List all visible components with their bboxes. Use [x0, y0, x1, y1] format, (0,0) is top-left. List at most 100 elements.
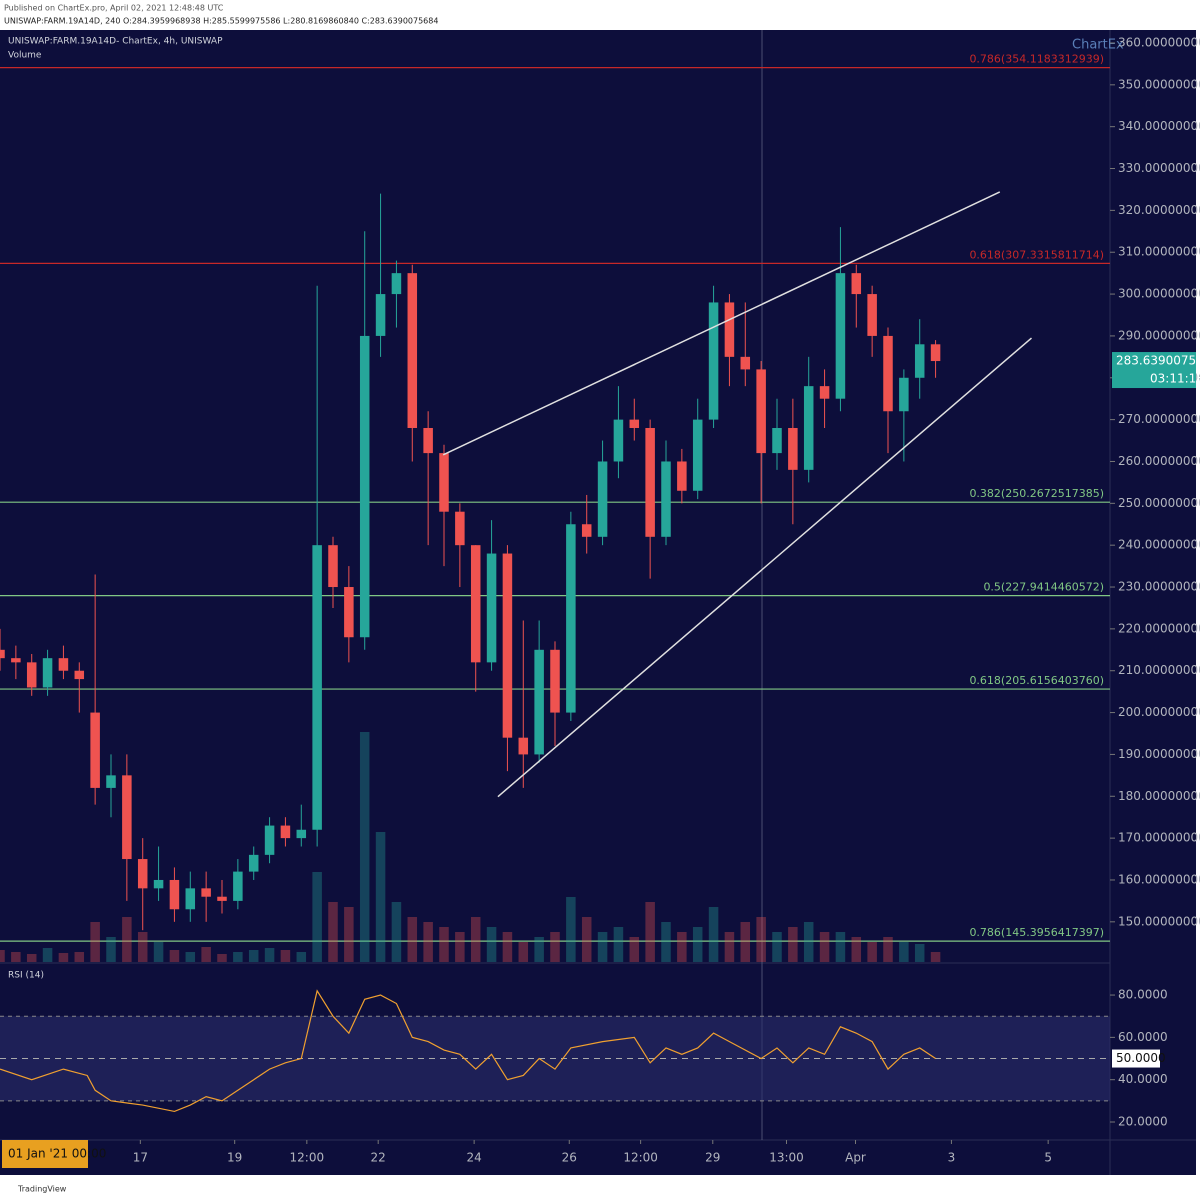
rsi-last-label: 50.0000 — [1116, 1051, 1166, 1065]
rsi-label: RSI (14) — [8, 971, 44, 981]
x-tick-label: 5 — [1044, 1151, 1052, 1165]
volume-bar — [645, 902, 655, 962]
logo: ChartEx — [1072, 38, 1124, 53]
candle-body — [0, 649, 5, 659]
volume-bar — [597, 932, 608, 962]
last-price-bg — [1112, 352, 1196, 389]
volume-bar — [803, 922, 814, 962]
candle-body — [692, 419, 703, 491]
candle-body — [867, 294, 877, 336]
candle-body — [677, 461, 687, 491]
chart-background — [0, 30, 1196, 1175]
x-tick-label: 19 — [227, 1151, 242, 1165]
candle-body — [455, 511, 465, 546]
x-tick-label: 22 — [371, 1151, 386, 1165]
x-tick-label: 12:00 — [623, 1151, 658, 1165]
volume-bar — [629, 937, 640, 962]
countdown: 03:11:13 — [1150, 372, 1200, 386]
volume-bar — [914, 944, 925, 962]
candle-body — [58, 658, 69, 671]
x-tick-label: 17 — [133, 1151, 148, 1165]
volume-bar — [867, 942, 877, 962]
volume-bar — [122, 917, 132, 962]
volume-bar — [58, 953, 69, 962]
candle-body — [280, 825, 291, 839]
volume-bar — [692, 927, 703, 962]
candle-body — [756, 369, 766, 454]
candle-body — [359, 335, 370, 638]
y-tick-label: 330.0000000000 — [1118, 161, 1200, 175]
candle-body — [803, 386, 814, 470]
rsi-tick-label: 40.0000 — [1118, 1072, 1168, 1086]
volume-bar — [581, 917, 592, 962]
volume-bar — [819, 932, 830, 962]
x-tick-label: 26 — [562, 1151, 577, 1165]
y-tick-label: 230.0000000000 — [1118, 580, 1200, 594]
candle-body — [597, 461, 608, 537]
volume-bar — [740, 922, 751, 962]
y-tick-label: 350.0000000000 — [1118, 77, 1200, 91]
cursor-label: 01 Jan '21 00:00 — [8, 1147, 106, 1161]
fib-label: 0.618(307.3315811714) — [969, 248, 1104, 261]
candle-body — [788, 427, 798, 470]
y-tick-label: 250.0000000000 — [1118, 496, 1200, 510]
volume-bar — [312, 872, 322, 962]
trendline — [497, 337, 1032, 798]
volume-label: Volume — [8, 51, 42, 61]
y-tick-label: 300.0000000000 — [1118, 287, 1200, 301]
volume-bar — [296, 952, 307, 962]
candle-body — [534, 649, 544, 755]
volume-bar — [899, 942, 909, 962]
volume-bar — [756, 917, 766, 962]
y-tick-label: 170.0000000000 — [1118, 831, 1200, 845]
y-tick-label: 200.0000000000 — [1118, 705, 1200, 719]
volume-bar — [455, 932, 465, 962]
y-tick-label: 260.0000000000 — [1118, 454, 1200, 468]
candle-body — [581, 524, 592, 537]
volume-bar — [502, 932, 513, 962]
candle-body — [486, 553, 497, 663]
last-price-label: 283.6390075684 — [1116, 354, 1200, 368]
candle-body — [312, 545, 322, 830]
candle-body — [613, 419, 624, 462]
volume-bar — [613, 927, 624, 962]
candle-body — [502, 553, 513, 738]
volume-bar — [661, 922, 671, 962]
y-tick-label: 150.0000000000 — [1118, 914, 1200, 928]
x-tick-label: 12:00 — [290, 1151, 325, 1165]
x-tick-label: 24 — [466, 1151, 481, 1165]
chart-title: UNISWAP:FARM.19A14D- ChartEx, 4h, UNISWA… — [8, 37, 223, 47]
volume-bar — [106, 937, 116, 962]
volume-bar — [566, 897, 576, 962]
cursor-label-bg — [2, 1140, 88, 1168]
volume-bar — [359, 732, 370, 962]
candle-body — [201, 888, 211, 897]
candle-body — [328, 545, 338, 588]
fib-label: 0.382(250.2672517385) — [969, 487, 1104, 500]
x-tick-label: Apr — [845, 1151, 866, 1165]
volume-bar — [328, 902, 338, 962]
volume-bar — [772, 932, 782, 962]
rsi-tick-label: 60.0000 — [1118, 1030, 1168, 1044]
candle-body — [740, 356, 751, 370]
rsi-last-bg — [1112, 1049, 1160, 1068]
candle-body — [518, 737, 529, 755]
volume-bar — [708, 907, 719, 962]
volume-bar — [677, 932, 687, 962]
candle-body — [42, 658, 53, 688]
candle-body — [233, 871, 243, 901]
published: Published on ChartEx.pro, April 02, 2021… — [4, 4, 224, 13]
candle-body — [851, 273, 862, 295]
fib-label: 0.786(145.3956417397) — [969, 926, 1104, 939]
volume-bar — [233, 952, 243, 962]
volume-bar — [423, 922, 433, 962]
y-tick-label: 180.0000000000 — [1118, 789, 1200, 803]
candle-body — [883, 335, 893, 412]
footer: TradingView — [17, 1185, 67, 1194]
candle-body — [407, 273, 418, 428]
volume-bar — [391, 902, 402, 962]
candle-body — [439, 453, 449, 512]
candle-body — [106, 775, 116, 788]
